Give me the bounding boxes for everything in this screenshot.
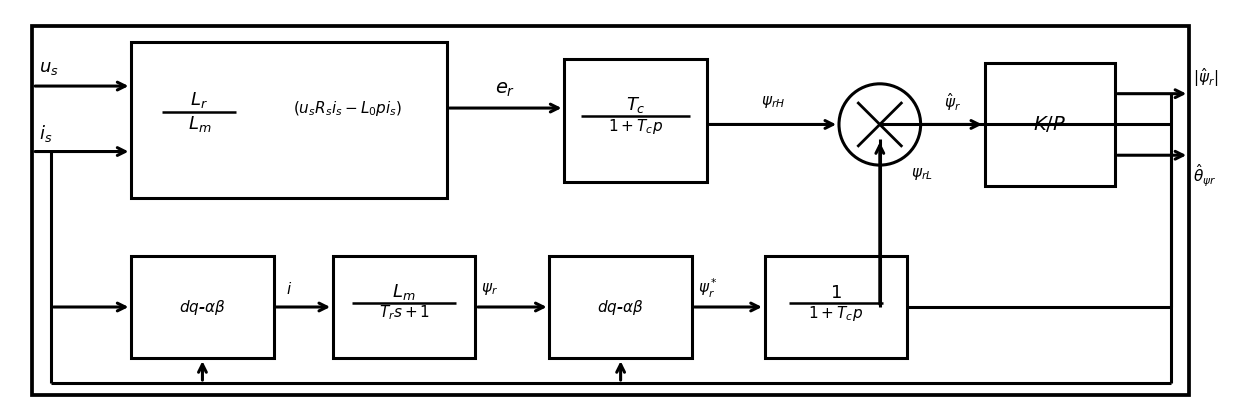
- Bar: [765, 256, 906, 358]
- Text: $L_m$: $L_m$: [187, 114, 211, 134]
- Text: $|\hat{\psi}_r|$: $|\hat{\psi}_r|$: [1193, 66, 1218, 89]
- Text: $dq$-$\alpha\beta$: $dq$-$\alpha\beta$: [598, 297, 644, 316]
- Text: $\psi_{rH}$: $\psi_{rH}$: [760, 94, 785, 110]
- Text: $\psi_r^*$: $\psi_r^*$: [698, 277, 718, 300]
- Bar: [131, 256, 274, 358]
- Text: $(u_sR_si_s-L_0pi_s)$: $(u_sR_si_s-L_0pi_s)$: [293, 99, 403, 118]
- Text: $\psi_{rL}$: $\psi_{rL}$: [910, 166, 932, 182]
- Bar: [985, 63, 1115, 186]
- Text: $1+T_cp$: $1+T_cp$: [608, 117, 663, 136]
- Text: $L_m$: $L_m$: [392, 282, 415, 302]
- Text: $T_rs+1$: $T_rs+1$: [378, 304, 429, 323]
- Text: $T_c$: $T_c$: [626, 95, 645, 115]
- Text: $i_s$: $i_s$: [38, 123, 52, 144]
- Text: $\hat{\psi}_r$: $\hat{\psi}_r$: [944, 91, 961, 113]
- Text: $u_s$: $u_s$: [38, 59, 58, 76]
- Text: $\boldsymbol{e_r}$: $\boldsymbol{e_r}$: [496, 80, 516, 99]
- Text: $i$: $i$: [286, 280, 293, 297]
- Text: $dq$-$\alpha\beta$: $dq$-$\alpha\beta$: [179, 297, 226, 316]
- Bar: [334, 256, 475, 358]
- Text: $L_r$: $L_r$: [191, 90, 208, 110]
- Ellipse shape: [839, 84, 920, 165]
- Bar: [131, 43, 446, 198]
- Text: $K/P$: $K/P$: [1033, 114, 1066, 135]
- Text: $1$: $1$: [830, 284, 842, 302]
- Bar: [564, 59, 707, 182]
- Text: $1+T_cp$: $1+T_cp$: [808, 304, 863, 323]
- Text: $\hat{\theta}_{\psi r}$: $\hat{\theta}_{\psi r}$: [1193, 162, 1216, 189]
- Bar: [549, 256, 692, 358]
- Text: $\psi_r$: $\psi_r$: [481, 280, 498, 297]
